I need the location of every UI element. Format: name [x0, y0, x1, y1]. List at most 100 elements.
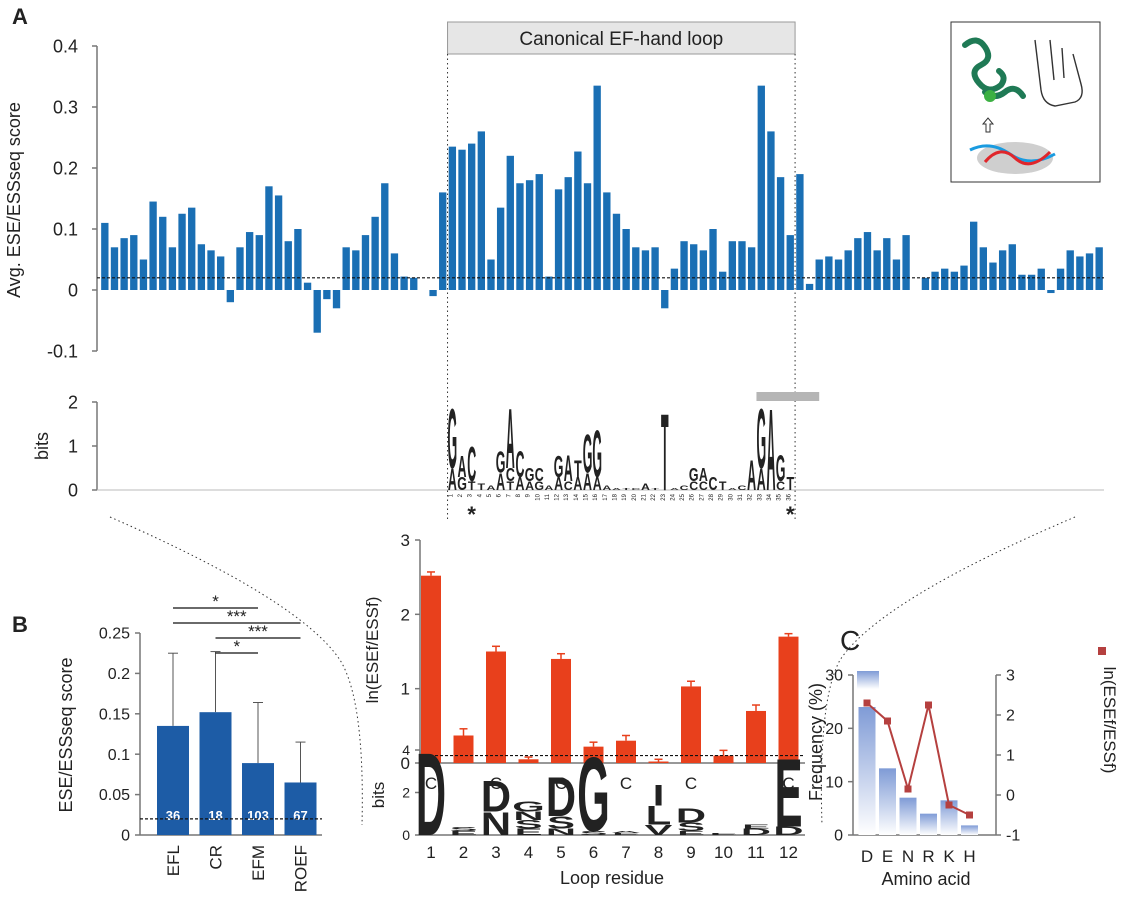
logo-letter: C	[515, 443, 524, 485]
x-tick-label: 2	[459, 843, 468, 862]
y-tick-label: 30	[825, 668, 843, 685]
bar	[970, 222, 977, 290]
bar	[748, 247, 755, 290]
logo-letter: G	[583, 424, 593, 485]
logo-letter: D	[546, 766, 576, 828]
y-tick-label: -0.1	[47, 341, 78, 361]
legend-swatch	[857, 671, 879, 689]
x-tick-label: 10	[714, 843, 733, 862]
x-tick-label: 34	[767, 493, 773, 500]
bar	[169, 247, 176, 290]
bar	[1057, 269, 1064, 290]
bar	[651, 247, 658, 290]
bar	[516, 183, 523, 290]
bar	[999, 250, 1006, 290]
bar	[661, 290, 668, 308]
bar	[458, 150, 465, 290]
x-tick-label: E	[882, 847, 893, 866]
significance-label: *	[233, 637, 240, 656]
logo-letter: G	[496, 445, 506, 479]
x-tick-label: 35	[777, 493, 783, 500]
bar	[454, 735, 474, 763]
bar	[879, 768, 896, 835]
bar	[294, 229, 301, 290]
x-tick-label: 1	[426, 843, 435, 862]
bar	[101, 223, 108, 290]
bar	[951, 272, 958, 290]
bar	[816, 260, 823, 291]
logo-letter: D	[481, 773, 511, 822]
x-tick-label: 5	[556, 843, 565, 862]
x-tick-label: 12	[555, 493, 561, 500]
x-tick-label: 32	[748, 493, 754, 500]
x-tick-label: 30	[728, 493, 734, 500]
x-tick-label: 4	[524, 843, 533, 862]
bar	[883, 238, 890, 290]
x-tick-label: CR	[207, 845, 226, 870]
bar	[671, 269, 678, 290]
y-tick-label: 0.3	[53, 97, 78, 117]
x-tick-label: 9	[526, 493, 532, 497]
bar	[1047, 290, 1054, 293]
y-tick-label: 0.05	[99, 787, 130, 804]
marker	[946, 802, 953, 809]
logo-letter: A	[458, 449, 467, 483]
bar	[1038, 269, 1045, 290]
x-tick-label: 5	[487, 493, 493, 497]
legend-label: ln(ESEf/ESSf)	[1100, 667, 1119, 774]
legend-label: Frequency (%)	[806, 683, 826, 801]
logo-letter: A	[564, 448, 573, 490]
bar	[478, 131, 485, 290]
x-tick-label: 31	[738, 493, 744, 500]
bar	[649, 762, 669, 763]
x-tick-label: 16	[593, 493, 599, 500]
bar	[835, 260, 842, 291]
logo-letter: G	[554, 449, 564, 483]
x-tick-label: 4	[477, 493, 483, 497]
bar	[1067, 250, 1074, 290]
bar	[594, 86, 601, 290]
bar	[120, 238, 127, 290]
logo-letter: G	[776, 448, 786, 490]
bar	[729, 241, 736, 290]
y-tick-label: 4	[402, 742, 410, 758]
bar	[551, 659, 571, 763]
logo-letter: A	[699, 466, 708, 486]
bar	[246, 232, 253, 290]
logo-letter: E	[742, 823, 770, 830]
bar	[622, 229, 629, 290]
panel-label: A	[12, 4, 28, 29]
x-tick-label: 3	[468, 493, 474, 497]
logo-letter: T	[719, 479, 727, 493]
y-tick-label: 2	[1006, 708, 1015, 725]
bar	[314, 290, 321, 333]
bar	[429, 290, 436, 296]
structure-inset	[951, 22, 1100, 182]
bar	[902, 235, 909, 290]
x-tick-label: 7	[506, 493, 512, 497]
marker	[884, 718, 891, 725]
y-tick-label: 0.1	[108, 747, 130, 764]
logo-letter: A	[544, 485, 553, 492]
y-tick-label: 10	[825, 774, 843, 791]
x-tick-label: 17	[603, 493, 609, 500]
y-tick-label: 0.2	[53, 158, 78, 178]
bar	[719, 272, 726, 290]
x-tick-label: R	[922, 847, 934, 866]
x-tick-label: EFM	[249, 845, 268, 881]
y-tick-label: 0	[121, 828, 130, 845]
bar	[159, 217, 166, 290]
bar	[555, 189, 562, 290]
bar	[700, 250, 707, 290]
x-tick-label: 3	[491, 843, 500, 862]
bar-label: C	[620, 774, 632, 793]
y-tick-label: 1	[1006, 748, 1015, 765]
bar	[545, 277, 552, 290]
logo-letter: T	[574, 455, 582, 483]
x-tick-label: 9	[686, 843, 695, 862]
bar	[920, 814, 937, 835]
x-tick-label: 24	[670, 493, 676, 500]
bar	[507, 156, 514, 290]
bar	[207, 250, 214, 290]
bar	[285, 241, 292, 290]
